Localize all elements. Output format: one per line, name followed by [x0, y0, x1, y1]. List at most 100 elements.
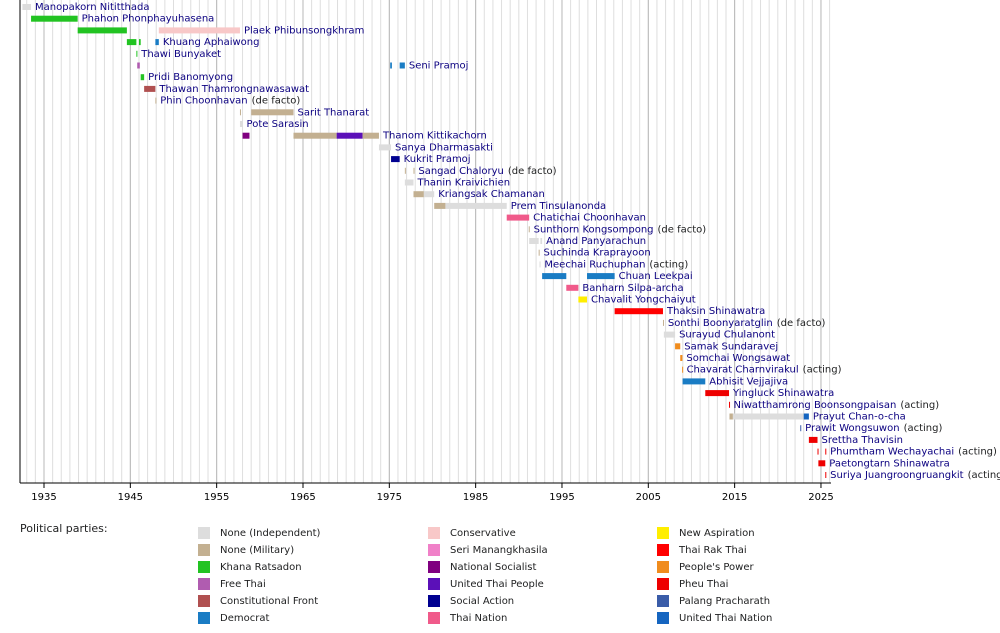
pm-label: Khuang Aphaiwong [163, 37, 260, 48]
pm-label: Srettha Thavisin [822, 435, 903, 446]
pm-name: Plaek Phibunsongkhram [244, 25, 364, 36]
term-bar [800, 425, 802, 432]
pm-label: Sanya Dharmasakti [395, 142, 493, 153]
legend-swatch [657, 578, 669, 590]
legend-swatch [657, 612, 669, 624]
pm-name: Thanin Kraivichien [416, 178, 510, 189]
legend-swatch [198, 612, 210, 624]
term-bar [155, 39, 159, 46]
legend-swatch [198, 578, 210, 590]
pm-name: Somchai Wongsawat [686, 353, 790, 364]
pm-label: Pridi Banomyong [148, 72, 233, 83]
pm-note: (de facto) [777, 318, 826, 329]
pm-name: Samak Sundaravej [684, 341, 778, 352]
x-tick-label: 1975 [377, 492, 402, 503]
pm-label: Prawit Wongsuwon (acting) [805, 423, 942, 434]
pm-note: (de facto) [252, 96, 301, 107]
pm-note: (acting) [803, 365, 842, 376]
pm-label: Chatichai Choonhavan [533, 213, 646, 224]
term-bar [542, 273, 567, 280]
pm-label: Thawan Thamrongnawasawat [158, 84, 309, 95]
pm-name: Suchinda Kraprayoon [544, 248, 651, 259]
term-bar [732, 413, 804, 420]
pm-name: Manopakorn Nititthada [35, 2, 149, 13]
pm-name: Chavarat Charnvirakul [687, 365, 799, 376]
legend-label: Conservative [450, 528, 516, 539]
pm-label: Meechai Ruchuphan (acting) [544, 259, 688, 270]
pm-name: Niwatthamrong Boonsongpaisan [733, 400, 896, 411]
legend-label: Seri Manangkhasila [450, 545, 548, 556]
pm-label: Chavarat Charnvirakul (acting) [687, 365, 842, 376]
legend-label: People's Power [679, 562, 754, 573]
legend-swatch [428, 612, 440, 624]
legend-label: Palang Pracharath [679, 596, 770, 607]
legend-swatch [428, 578, 440, 590]
pm-name: Kukrit Pramoj [404, 154, 471, 165]
term-bar [729, 413, 733, 420]
term-bar [423, 191, 435, 198]
x-tick-label: 1935 [31, 492, 56, 503]
term-bar [362, 132, 379, 139]
x-tick-label: 1965 [290, 492, 315, 503]
pm-label: Seni Pramoj [409, 61, 469, 72]
term-bar [404, 167, 406, 174]
term-bar [539, 261, 541, 268]
term-bar [566, 284, 579, 291]
pm-note: (acting) [900, 400, 939, 411]
pm-label: Phin Choonhavan (de facto) [160, 96, 300, 107]
term-bar [31, 15, 78, 22]
pm-label: Chavalit Yongchaiyut [591, 295, 696, 306]
x-tick-label: 2005 [636, 492, 661, 503]
term-bar [662, 319, 664, 326]
term-bar [818, 460, 826, 467]
pm-name: Anand Panyarachun [546, 236, 646, 247]
legend-swatch [428, 595, 440, 607]
pm-note: (de facto) [508, 166, 557, 177]
pm-label: Sarit Thanarat [297, 107, 369, 118]
pm-name: Phahon Phonphayuhasena [82, 14, 215, 25]
pm-label: Samak Sundaravej [684, 341, 778, 352]
term-bar [242, 132, 250, 139]
pm-name: Khuang Aphaiwong [163, 37, 260, 48]
term-bar [158, 27, 240, 34]
pm-label: Abhisit Vejjajiva [709, 376, 788, 387]
term-bar [126, 39, 137, 46]
pm-label: Thanom Kittikachorn [382, 131, 487, 142]
pm-label: Thawi Bunyaket [140, 49, 221, 60]
legend-swatch [657, 527, 669, 539]
term-bar [614, 308, 663, 315]
pm-note: (de facto) [658, 224, 707, 235]
pm-name: Banharn Silpa-archa [582, 283, 683, 294]
legend-swatch [198, 595, 210, 607]
term-bar [239, 121, 243, 127]
term-bar [138, 39, 141, 46]
pm-note: (acting) [904, 423, 943, 434]
term-bar [77, 27, 127, 34]
x-tick-label: 1985 [463, 492, 488, 503]
pm-name: Phumtham Wechayachai [830, 447, 954, 458]
x-tick-label: 1995 [549, 492, 574, 503]
legend-label: Social Action [450, 596, 514, 607]
pm-label: Somchai Wongsawat [686, 353, 790, 364]
pm-name: Sunthorn Kongsompong [534, 224, 654, 235]
legend-label: Thai Rak Thai [678, 545, 747, 556]
term-bar [682, 366, 684, 373]
term-bar [578, 296, 588, 303]
pm-name: Kriangsak Chamanan [438, 189, 545, 200]
pm-name: Sarit Thanarat [297, 107, 369, 118]
pm-label: Prayut Chan-o-cha [813, 412, 906, 423]
pm-name: Srettha Thavisin [822, 435, 903, 446]
pm-label: Thanin Kraivichien [416, 178, 510, 189]
pm-label: Plaek Phibunsongkhram [244, 25, 364, 36]
term-bar [140, 74, 145, 81]
legend-label: Thai Nation [449, 613, 507, 624]
legend-swatch [198, 561, 210, 573]
pm-name: Chatichai Choonhavan [533, 213, 646, 224]
term-bar [336, 132, 363, 139]
pm-name: Suriya Juangroongruangkit [830, 470, 964, 481]
term-bar [803, 413, 809, 420]
term-bar [538, 249, 540, 256]
pm-name: Sangad Chaloryu [418, 166, 504, 177]
pm-label: Thaksin Shinawatra [666, 306, 765, 317]
pm-name: Surayud Chulanont [679, 330, 775, 341]
